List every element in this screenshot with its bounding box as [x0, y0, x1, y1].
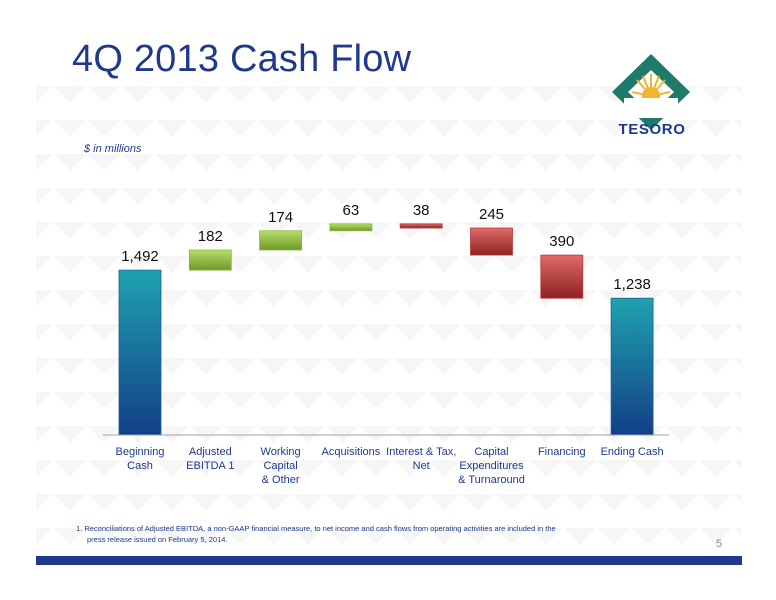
bar-6 [470, 227, 513, 256]
data-label-5: 38 [413, 202, 430, 219]
bar-1 [118, 269, 162, 436]
data-label-3: 174 [268, 209, 293, 226]
footnote-line-1: 1. Reconciliations of Adjusted EBITDA, a… [76, 524, 556, 533]
category-label-7: Financing [538, 446, 586, 458]
category-label-2: Adjusted EBITDA 1 [186, 446, 234, 472]
page-number: 5 [716, 538, 723, 550]
data-label-6: 245 [479, 206, 504, 223]
data-label-4: 63 [343, 202, 360, 219]
data-label-8: 1,238 [613, 276, 651, 293]
bar-7 [540, 254, 584, 299]
category-label-4: Acquisitions [322, 446, 381, 458]
bottom-bar [36, 556, 742, 565]
bar-3 [259, 230, 303, 251]
tesoro-logo-icon [612, 54, 690, 130]
units-note: $ in millions [84, 143, 142, 155]
bar-4 [329, 223, 373, 232]
category-label-3: Working Capital & Other [261, 446, 301, 486]
footnote: 1. Reconciliations of Adjusted EBITDA, a… [76, 523, 636, 545]
logo-text: TESORO [618, 121, 686, 138]
bar-5 [399, 223, 443, 229]
bar-2 [188, 249, 232, 271]
footnote-line-2: press release issued on February 5, 2014… [87, 535, 228, 544]
data-label-1: 1,492 [121, 248, 159, 265]
page-title: 4Q 2013 Cash Flow [72, 38, 412, 80]
data-label-7: 390 [549, 233, 574, 250]
category-label-1: Beginning Cash [116, 446, 165, 472]
data-label-2: 182 [198, 228, 223, 245]
category-label-6: Capital Expenditures & Turnaround [458, 446, 525, 486]
category-label-5: Interest & Tax, Net [386, 446, 456, 472]
category-label-8: Ending Cash [601, 446, 664, 458]
bar-8 [610, 297, 654, 436]
